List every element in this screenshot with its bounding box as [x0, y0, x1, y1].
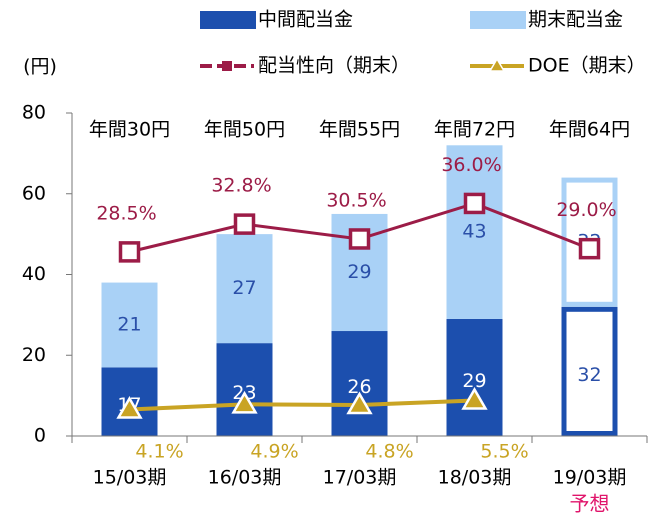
y-tick-label: 20: [22, 344, 46, 366]
line-marker: [118, 241, 141, 263]
legend-swatch: [470, 11, 526, 29]
total-annotation: 年間55円: [319, 119, 400, 141]
total-annotation: 年間30円: [89, 119, 170, 141]
line-marker: [233, 213, 256, 235]
bar-value-label: 21: [117, 313, 141, 335]
legend-label: DOE（期末）: [528, 55, 646, 77]
line-value-label: 32.8%: [211, 175, 271, 197]
bar-value-label: 32: [577, 364, 601, 386]
line-value-label: 28.5%: [96, 202, 156, 224]
bar-value-label: 43: [462, 221, 486, 243]
bar-value-label: 27: [232, 277, 256, 299]
bar-segment: [331, 331, 388, 436]
bar-segment: [561, 177, 618, 307]
total-annotation: 年間64円: [549, 119, 630, 141]
line-value-label: 4.8%: [365, 441, 413, 463]
category-note: 予想: [570, 492, 610, 516]
bar-value-label: 29: [347, 261, 371, 283]
legend-swatch: [200, 11, 256, 29]
x-tick-label: 17/03期: [323, 467, 397, 489]
bar-segment: [446, 145, 503, 319]
x-tick-label: 19/03期: [553, 467, 627, 489]
line-marker: [461, 386, 488, 410]
bar-segment: [216, 343, 273, 436]
line-series: [129, 398, 475, 412]
line-marker: [463, 192, 486, 215]
legend-marker: [222, 61, 232, 71]
x-tick-label: 18/03期: [438, 467, 512, 489]
legend-label: 期末配当金: [528, 9, 623, 31]
total-annotation: 年間50円: [204, 119, 285, 141]
line-marker: [348, 228, 371, 250]
line-value-label: 5.5%: [480, 441, 528, 463]
y-tick-label: 60: [22, 182, 46, 204]
y-tick-label: 80: [22, 102, 46, 124]
x-tick-label: 15/03期: [93, 467, 167, 489]
line-value-label: 4.9%: [250, 441, 298, 463]
line-marker: [346, 391, 373, 415]
bar-value-label: 29: [462, 370, 486, 392]
line-marker: [231, 390, 258, 414]
legend-marker: [488, 57, 506, 72]
line-value-label: 36.0%: [441, 154, 501, 176]
bar-segment: [446, 318, 503, 436]
line-value-label: 30.5%: [326, 189, 386, 211]
y-axis-label: (円): [23, 56, 57, 78]
legend-label: 配当性向（期末）: [258, 55, 410, 77]
line-value-label: 4.1%: [135, 441, 183, 463]
y-tick-label: 40: [22, 263, 46, 285]
bar-segment: [561, 306, 618, 436]
legend-label: 中間配当金: [258, 9, 353, 31]
line-marker: [578, 237, 601, 260]
bar-segment: [101, 282, 158, 368]
y-tick-label: 0: [34, 425, 46, 447]
line-value-label: 29.0%: [556, 199, 616, 221]
total-annotation: 年間72円: [434, 119, 515, 141]
bar-value-label: 26: [347, 376, 371, 398]
bar-segment: [216, 234, 273, 344]
line-marker: [116, 396, 143, 419]
x-tick-label: 16/03期: [208, 467, 282, 489]
